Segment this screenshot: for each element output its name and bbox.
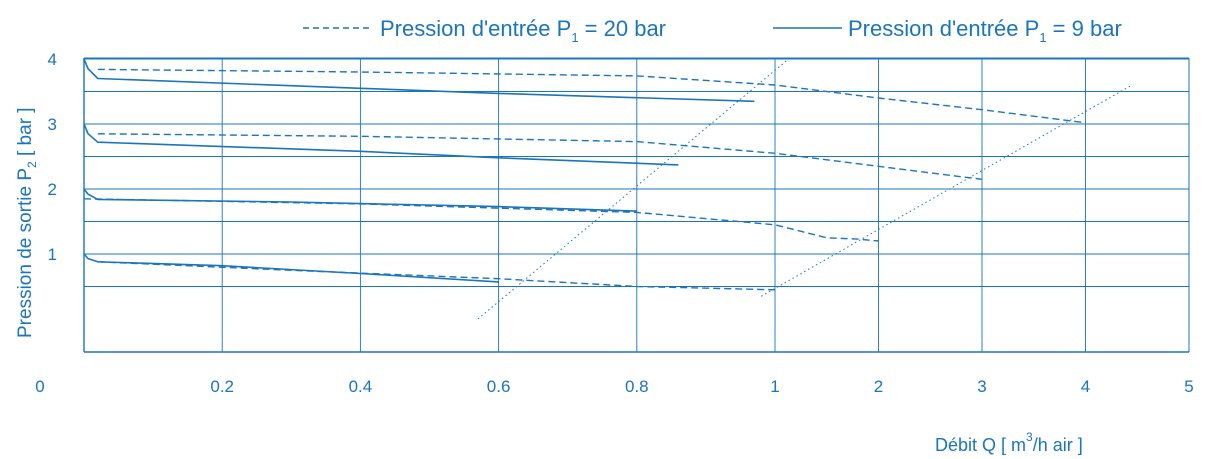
legend: Pression d'entrée P1 = 20 bar Pression d… (303, 16, 1122, 45)
x-tick-label: 5 (1184, 377, 1193, 396)
dashed-series-line (97, 133, 983, 180)
dashed-series-line (97, 68, 1086, 124)
dashed-series-line (83, 198, 879, 242)
legend-solid-label: Pression d'entrée P1 = 9 bar (848, 16, 1122, 45)
y-tick-label: 3 (48, 115, 57, 134)
y-tick-label: 1 (48, 245, 57, 264)
dotted-series-line (760, 84, 1133, 297)
x-tick-label: 4 (1081, 377, 1090, 396)
plot-area (83, 58, 1133, 320)
grid (84, 57, 1190, 352)
x-tick-label: 0.4 (349, 377, 373, 396)
x-axis-label: Débit Q [ m3/h air ] (935, 430, 1083, 455)
x-tick-label: 2 (874, 377, 883, 396)
y-tick-label: 4 (48, 50, 57, 69)
x-tick-label: 0 (35, 377, 44, 396)
x-tick-label: 0.8 (625, 377, 649, 396)
x-tick-label: 1 (770, 377, 779, 396)
x-tick-label: 3 (977, 377, 986, 396)
solid-series-line (83, 58, 755, 103)
x-tick-label: 0.6 (487, 377, 511, 396)
legend-dashed-label: Pression d'entrée P1 = 20 bar (380, 16, 666, 45)
solid-series-line (83, 253, 499, 283)
y-axis-label: Pression de sortie P2 [ bar ] (15, 107, 39, 338)
dashed-series-line (97, 261, 776, 291)
x-tick-label: 0.2 (210, 377, 234, 396)
solid-series-line (83, 123, 679, 166)
axes: 0 0.2 0.4 0.6 0.8 1 2 3 4 5 1 2 3 4 (35, 50, 1193, 396)
dotted-series-line (477, 58, 789, 320)
y-tick-label: 2 (48, 180, 57, 199)
